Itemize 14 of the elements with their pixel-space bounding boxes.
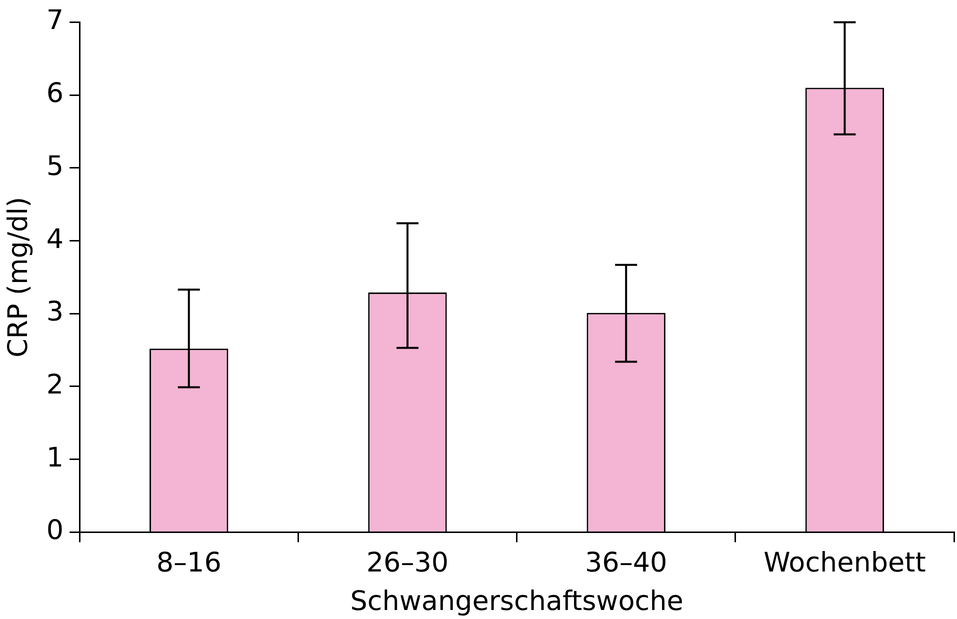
y-tick-label: 0 xyxy=(46,515,64,546)
y-tick-label: 6 xyxy=(46,78,64,110)
y-tick-label: 4 xyxy=(46,224,64,255)
y-axis-title: CRP (mg/dl) xyxy=(3,196,34,358)
x-tick-label: Wochenbett xyxy=(764,547,926,578)
x-axis-title: Schwangerschaftswoche xyxy=(350,586,684,617)
y-tick-label: 5 xyxy=(46,150,64,182)
x-tick-label: 36–40 xyxy=(584,547,668,578)
y-tick-label: 1 xyxy=(46,442,64,474)
x-tick-label: 8–16 xyxy=(156,547,222,578)
y-tick-label: 2 xyxy=(46,370,64,400)
y-tick-label: 7 xyxy=(46,5,64,36)
y-tick-label: 3 xyxy=(46,296,64,328)
x-tick-label: 26–30 xyxy=(366,547,449,578)
